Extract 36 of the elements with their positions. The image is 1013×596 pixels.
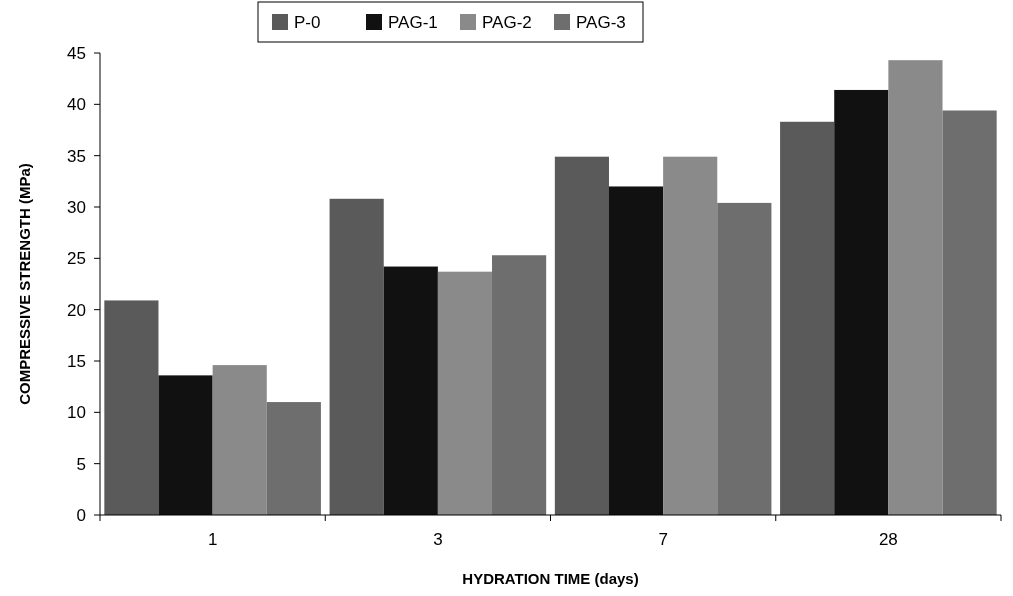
bar bbox=[158, 375, 213, 515]
bar bbox=[717, 202, 772, 515]
bar bbox=[212, 365, 267, 515]
bar bbox=[834, 89, 889, 515]
bar bbox=[942, 110, 997, 515]
x-tick-label: 3 bbox=[433, 530, 443, 549]
y-tick-label: 10 bbox=[67, 403, 86, 423]
bar bbox=[780, 121, 835, 515]
bar bbox=[663, 156, 718, 515]
x-tick-label: 28 bbox=[878, 530, 898, 549]
bar bbox=[104, 300, 159, 515]
bar bbox=[888, 60, 943, 515]
legend-label: PAG-2 bbox=[482, 12, 532, 32]
x-tick-label: 1 bbox=[207, 530, 218, 549]
legend-label: P-0 bbox=[294, 12, 321, 32]
y-tick-label: 45 bbox=[67, 43, 86, 63]
bar bbox=[492, 255, 547, 515]
y-tick-label: 30 bbox=[67, 197, 86, 217]
y-tick-label: 40 bbox=[67, 95, 86, 115]
y-tick-label: 15 bbox=[67, 351, 86, 371]
y-tick-label: 20 bbox=[67, 300, 86, 320]
y-tick-label: 25 bbox=[67, 249, 86, 269]
bar bbox=[329, 198, 384, 515]
bar bbox=[383, 266, 438, 515]
y-axis-title: COMPRESSIVE STRENGTH (MPa) bbox=[16, 163, 33, 405]
x-tick-label: 7 bbox=[658, 530, 668, 549]
x-axis-title: HYDRATION TIME (days) bbox=[462, 570, 639, 587]
bar bbox=[437, 271, 493, 515]
y-tick-label: 35 bbox=[67, 146, 86, 166]
y-tick-label: 5 bbox=[76, 454, 86, 474]
legend-label: PAG-3 bbox=[576, 12, 626, 32]
legend-label: PAG-1 bbox=[388, 12, 438, 32]
bar bbox=[608, 186, 664, 515]
y-tick-label: 0 bbox=[76, 505, 86, 525]
bar bbox=[554, 156, 609, 515]
bar bbox=[266, 402, 321, 515]
